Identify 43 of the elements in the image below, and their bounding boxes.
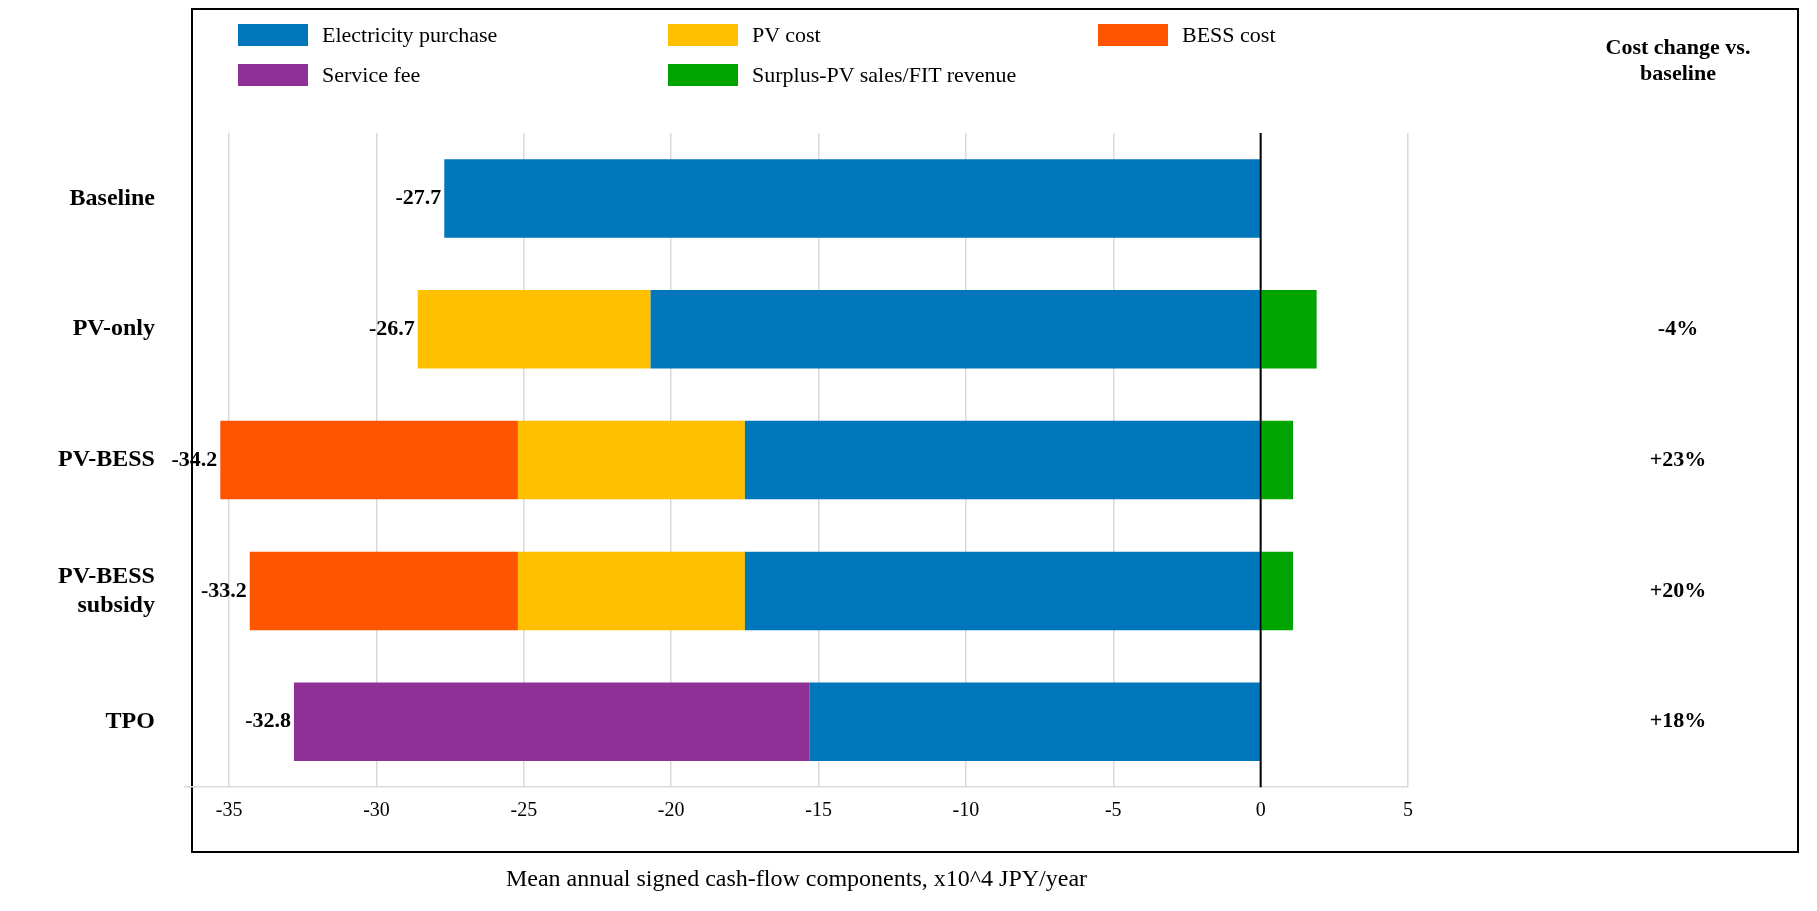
bar bbox=[517, 420, 745, 500]
bar bbox=[650, 290, 1260, 369]
x-tick-label: 0 bbox=[1255, 798, 1266, 821]
legend-label: PV cost bbox=[752, 22, 821, 48]
bar bbox=[744, 551, 1260, 631]
legend-label: Electricity purchase bbox=[322, 22, 498, 48]
total-label: -32.8 bbox=[245, 707, 291, 733]
x-axis-title: Mean annual signed cash-flow components, x10^4 JPY/year bbox=[505, 864, 1088, 891]
text: -4% bbox=[1657, 314, 1699, 340]
y-tick-label: PV-BESS bbox=[57, 445, 155, 472]
bar bbox=[417, 290, 651, 369]
text: +23% bbox=[1649, 445, 1707, 471]
y-tick-label: Baseline bbox=[69, 183, 156, 210]
x-tick-label: -15 bbox=[805, 798, 832, 821]
text: Cost change vs. baseline bbox=[1605, 33, 1751, 85]
x-tick-label: -30 bbox=[363, 798, 390, 821]
x-tick-label: -5 bbox=[1104, 798, 1122, 821]
bar bbox=[1261, 551, 1294, 631]
bar bbox=[744, 420, 1260, 500]
x-tick-label: -20 bbox=[657, 798, 685, 821]
bar bbox=[444, 159, 1260, 238]
legend-label: Service fee bbox=[322, 62, 421, 88]
x-tick-label: -35 bbox=[215, 798, 243, 821]
text: +18% bbox=[1649, 707, 1707, 733]
legend-label: Surplus-PV sales/FIT revenue bbox=[752, 62, 1017, 88]
bar bbox=[517, 551, 745, 631]
total-label: -26.7 bbox=[368, 314, 415, 340]
bar bbox=[220, 420, 518, 500]
x-tick-label: 5 bbox=[1403, 798, 1413, 821]
bar bbox=[293, 682, 810, 762]
x-tick-label: -25 bbox=[510, 798, 538, 821]
y-tick-label: PV-BESS subsidy bbox=[57, 561, 155, 617]
x-tick-label: -10 bbox=[952, 798, 980, 821]
y-tick-label: TPO bbox=[105, 706, 155, 733]
total-label: -33.2 bbox=[200, 576, 247, 602]
legend-label: BESS cost bbox=[1182, 22, 1276, 48]
bar bbox=[249, 551, 518, 631]
bar bbox=[1261, 290, 1317, 369]
total-label: -27.7 bbox=[395, 184, 442, 210]
bar bbox=[809, 682, 1260, 762]
bar bbox=[1261, 420, 1294, 500]
y-tick-label: PV-only bbox=[72, 314, 155, 341]
text: +20% bbox=[1649, 576, 1707, 602]
